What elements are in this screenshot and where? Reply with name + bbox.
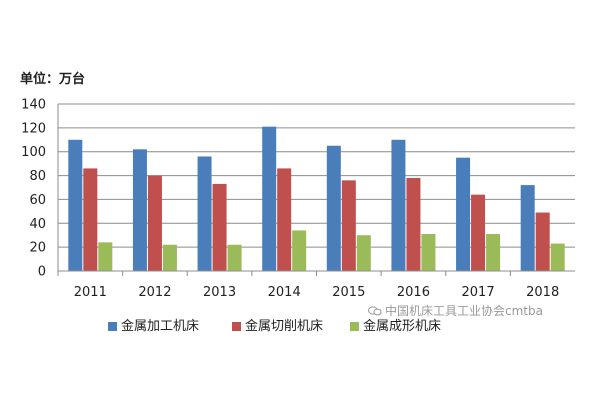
- y-tick-label: 140: [21, 98, 46, 113]
- bar-2011-series-3: [98, 242, 113, 271]
- legend: 金属加工机床 金属切削机床 金属成形机床: [108, 318, 441, 334]
- bar-2017-series-3: [486, 234, 501, 271]
- bar-2018-series-1: [520, 185, 535, 271]
- bar-2014-series-2: [277, 168, 292, 271]
- bar-2016-series-1: [391, 139, 406, 271]
- y-tick-label: 100: [21, 145, 46, 160]
- y-tick-label: 20: [29, 241, 46, 256]
- legend-swatch: [108, 322, 117, 331]
- bar-2015-series-2: [341, 180, 356, 271]
- bar-2013-series-2: [212, 183, 227, 271]
- bar-2018-series-3: [550, 243, 565, 271]
- y-tick-label: 120: [21, 121, 46, 136]
- y-tick-label: 80: [29, 169, 46, 184]
- legend-swatch: [350, 322, 359, 331]
- x-tick-label: 2011: [74, 285, 107, 300]
- bar-2015-series-3: [356, 235, 371, 271]
- x-tick-label: 2018: [526, 285, 559, 300]
- bar-2016-series-3: [421, 234, 436, 271]
- wechat-icon: [368, 306, 382, 316]
- bar-2013-series-1: [197, 156, 212, 271]
- bar-2018-series-2: [535, 212, 550, 271]
- x-tick-label: 2014: [268, 285, 301, 300]
- bar-2015-series-1: [326, 145, 341, 271]
- legend-swatch: [232, 322, 241, 331]
- bar-2017-series-1: [456, 157, 471, 271]
- y-tick-label: 60: [29, 193, 46, 208]
- legend-label: 金属加工机床: [121, 318, 199, 334]
- watermark: 中国机床工具工业协会cmtba: [368, 302, 543, 319]
- bar-2011-series-1: [68, 139, 83, 271]
- bar-2017-series-2: [471, 194, 486, 271]
- bar-2013-series-3: [227, 244, 242, 271]
- x-tick-label: 2016: [397, 285, 430, 300]
- bar-2014-series-1: [262, 126, 277, 272]
- bar-2016-series-2: [406, 177, 421, 271]
- y-tick-label: 0: [38, 265, 46, 280]
- legend-label: 金属切削机床: [245, 318, 323, 334]
- unit-label: 单位：万台: [20, 72, 86, 87]
- x-tick-label: 2013: [203, 285, 236, 300]
- x-tick-label: 2012: [138, 285, 171, 300]
- x-tick-label: 2015: [332, 285, 365, 300]
- bar-2012-series-2: [147, 175, 162, 271]
- watermark-text: 中国机床工具工业协会cmtba: [385, 304, 543, 318]
- y-tick-label: 40: [29, 217, 46, 232]
- bar-2011-series-2: [83, 168, 98, 271]
- bars: [68, 126, 565, 272]
- x-tick-label: 2017: [462, 285, 495, 300]
- bar-2012-series-3: [162, 244, 177, 271]
- bar-2014-series-3: [292, 230, 307, 271]
- legend-label: 金属成形机床: [363, 318, 441, 334]
- axes: 0 20 40 60 80 100 120 140 2011 2012 2013 2014 2015 20…: [21, 98, 575, 300]
- bar-2012-series-1: [132, 149, 147, 271]
